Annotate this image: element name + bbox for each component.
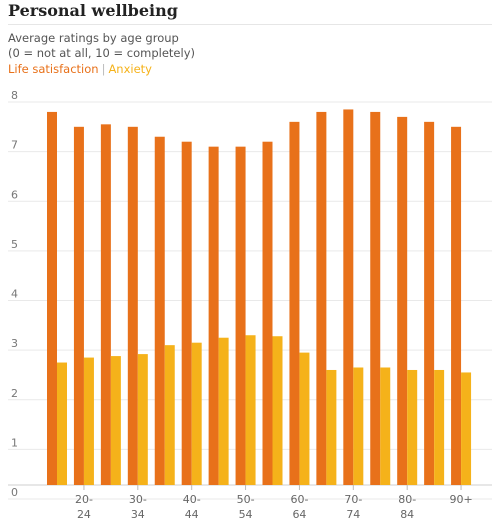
y-tick-label: 8 [11,89,18,102]
bar-chart: 01234567820-2430-3440-4450-5460-6470-748… [8,89,492,521]
bar-life-satisfaction [289,121,300,485]
x-tick-label-line: 64 [292,508,306,521]
x-tick-label: 70-74 [344,493,362,521]
bar-life-satisfaction [262,141,273,485]
bar-anxiety [110,356,121,485]
legend: Life satisfaction | Anxiety [8,62,152,76]
bar-anxiety [353,367,364,485]
x-tick-label-line: 80- [398,493,416,506]
bar-anxiety [407,369,418,485]
x-tick-label: 30-34 [129,493,147,521]
y-tick-label: 1 [11,436,18,449]
x-tick-label-line: 34 [131,508,145,521]
x-tick-label: 20-24 [75,493,93,521]
x-tick-label-line: 54 [239,508,253,521]
bar-life-satisfaction [235,146,246,485]
bar-anxiety [380,367,391,485]
bar-life-satisfaction [343,109,354,485]
bar-life-satisfaction [100,124,111,486]
x-tick-label-line: 60- [290,493,308,506]
x-tick-label-line: 40- [183,493,201,506]
legend-separator: | [101,62,106,76]
bar-life-satisfaction [73,126,84,485]
bar-anxiety [272,336,283,485]
bar-life-satisfaction [127,126,138,485]
bar-anxiety [83,357,94,485]
x-tick-label: 40-44 [183,493,201,521]
bar-anxiety [434,369,445,485]
bar-life-satisfaction [181,141,192,485]
x-tick-label-line: 84 [400,508,414,521]
bar-anxiety [326,369,337,485]
bar-anxiety [461,372,472,485]
x-tick-label: 60-64 [290,493,308,521]
x-tick-label-line: 70- [344,493,362,506]
chart-title: Personal wellbeing [8,1,178,20]
bar-anxiety [245,335,256,485]
y-tick-label: 2 [11,387,18,400]
bar-life-satisfaction [424,121,435,485]
chart-subtitle: Average ratings by age group (0 = not at… [8,31,195,61]
bar-life-satisfaction [370,111,381,486]
x-tick-label-line: 30- [129,493,147,506]
x-tick-label-line: 50- [237,493,255,506]
x-tick-label: 80-84 [398,493,416,521]
bar-anxiety [164,345,175,485]
y-tick-label: 7 [11,139,18,152]
legend-life-satisfaction: Life satisfaction [8,62,99,76]
bar-anxiety [137,354,148,485]
bar-anxiety [218,337,229,485]
x-tick-label: 50-54 [237,493,255,521]
x-tick-label-line: 90+ [449,493,472,506]
y-tick-label: 6 [11,188,18,201]
subtitle-line-1: Average ratings by age group [8,31,179,45]
bar-anxiety [299,352,310,485]
bar-anxiety [57,362,67,485]
y-tick-label: 0 [11,486,18,499]
y-tick-label: 4 [11,288,18,301]
y-tick-label: 5 [11,238,18,251]
x-tick-label-line: 74 [346,508,360,521]
bar-life-satisfaction [208,146,219,485]
bar-anxiety [191,342,202,485]
x-tick-label: 90+ [449,493,472,506]
bar-life-satisfaction [451,126,462,485]
x-tick-label-line: 44 [185,508,199,521]
title-divider [8,24,492,25]
bar-life-satisfaction [316,111,327,486]
bar-life-satisfaction [154,136,165,486]
y-tick-label: 3 [11,337,18,350]
bar-life-satisfaction [397,116,408,485]
x-tick-label-line: 20- [75,493,93,506]
bar-life-satisfaction [47,111,57,486]
legend-anxiety: Anxiety [108,62,152,76]
subtitle-line-2: (0 = not at all, 10 = completely) [8,46,195,60]
x-tick-label-line: 24 [77,508,91,521]
